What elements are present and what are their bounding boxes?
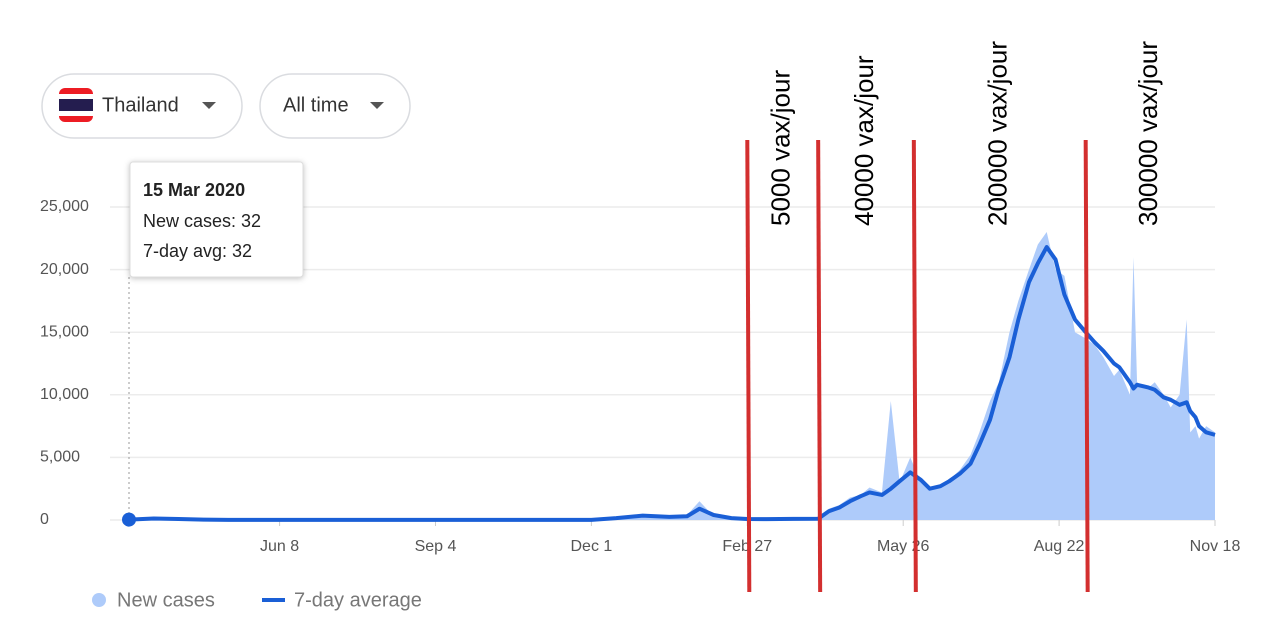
- legend-swatch: [92, 593, 106, 607]
- y-tick-label: 5,000: [40, 449, 80, 466]
- dropdown-frame[interactable]: [41, 73, 243, 139]
- y-tick-label: 15,000: [40, 323, 89, 340]
- region-label[interactable]: Thailand: [102, 94, 179, 116]
- tooltip-box: [129, 161, 304, 278]
- y-tick-label: 0: [40, 511, 49, 528]
- flag-blue: [59, 99, 93, 111]
- annotation-label: 200000 vax/jour: [983, 41, 1013, 226]
- x-tick-label: Jun 8: [260, 538, 299, 555]
- annotation-line: [816, 139, 823, 593]
- annotation-line: [911, 139, 918, 593]
- legend-label: 7-day average: [294, 589, 422, 611]
- tooltip-date: 15 Mar 2020: [143, 180, 245, 200]
- y-tick-label: 10,000: [40, 386, 89, 403]
- x-tick-label: Nov 18: [1190, 538, 1241, 555]
- region-dropdown[interactable]: Thailand: [41, 73, 243, 139]
- x-tick-label: Sep 4: [415, 538, 457, 555]
- range-dropdown[interactable]: All time: [259, 73, 411, 139]
- legend: New cases 7-day average: [92, 589, 422, 611]
- new-cases-area: [129, 232, 1215, 521]
- dropdown-frame[interactable]: [259, 73, 411, 139]
- annotation-line: [1083, 139, 1090, 593]
- legend-label: New cases: [117, 589, 215, 611]
- x-tick-label: May 26: [877, 538, 930, 555]
- annotation-line: [745, 139, 752, 593]
- annotation-label: 300000 vax/jour: [1133, 41, 1163, 226]
- average-line: [128, 245, 1216, 522]
- plot: 0 5,000 10,000 15,000 20,000 25,000 Jun 8 Sep 4…: [40, 198, 1240, 555]
- dropdown-arrow: [370, 102, 384, 109]
- annotation-label: 5000 vax/jour: [766, 70, 796, 226]
- annotations: 5000 vax/jour 40000 vax/jour 200000 vax/jo…: [745, 41, 1163, 593]
- x-tick-label: Dec 1: [570, 538, 612, 555]
- tooltip-avg: 7-day avg: 32: [143, 241, 252, 261]
- annotation-label: 40000 vax/jour: [849, 55, 879, 226]
- tooltip: 15 Mar 2020 New cases: 32 7-day avg: 32: [129, 161, 304, 278]
- tooltip-point: [122, 512, 136, 527]
- dropdown-arrow: [202, 102, 216, 109]
- x-tick-label: Aug 22: [1034, 538, 1085, 555]
- range-label[interactable]: All time: [283, 94, 349, 116]
- flag: [59, 88, 93, 122]
- tooltip-cases: New cases: 32: [143, 211, 261, 231]
- y-tick-label: 20,000: [40, 261, 89, 278]
- y-tick-label: 25,000: [40, 198, 89, 215]
